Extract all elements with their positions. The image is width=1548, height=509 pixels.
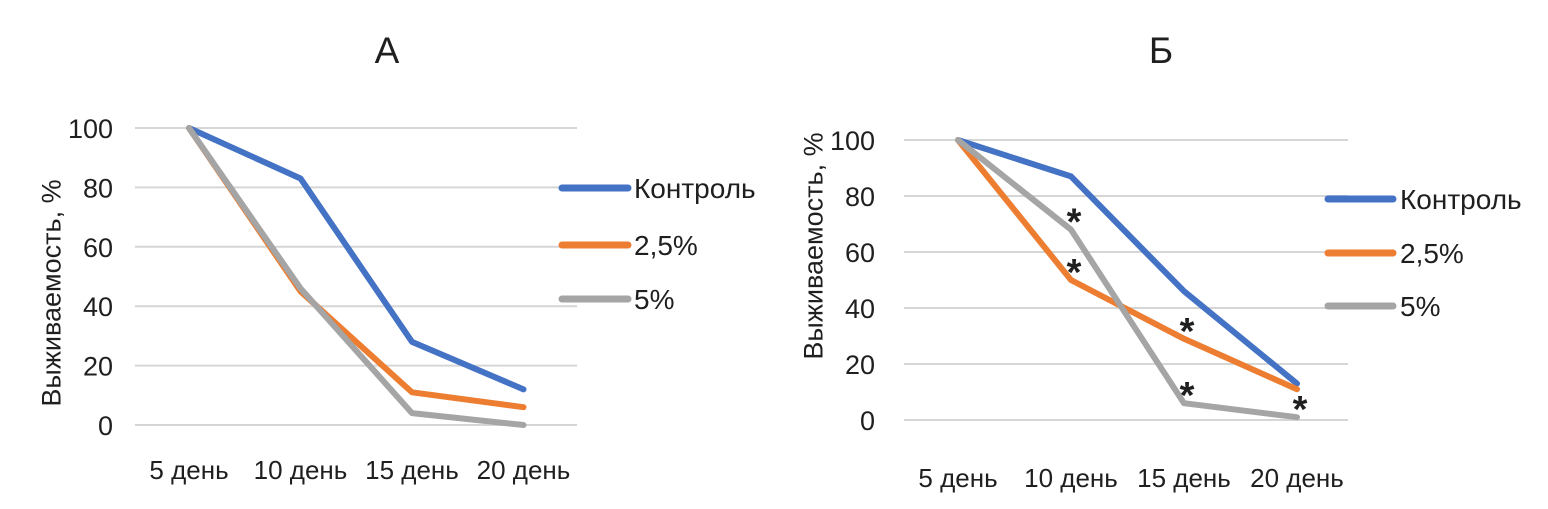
significance-asterisk: * bbox=[1067, 202, 1082, 244]
series-line-2 bbox=[186, 125, 527, 428]
legend-label-2: 5% bbox=[1400, 291, 1440, 322]
legend-label-2: 5% bbox=[634, 284, 674, 315]
y-tick-label: 60 bbox=[83, 233, 113, 263]
y-tick-label: 40 bbox=[845, 294, 875, 324]
significance-asterisk: * bbox=[1067, 252, 1082, 294]
x-category-label: 5 день bbox=[918, 463, 997, 493]
series-line-2 bbox=[955, 137, 1300, 421]
y-tick-label: 0 bbox=[860, 406, 875, 436]
y-tick-label: 20 bbox=[845, 350, 875, 380]
x-category-label: 20 день bbox=[477, 455, 571, 485]
chart-panel-a: А Выживаемость, % 0 20 40 60 80 100 5 день 10 д… bbox=[37, 30, 756, 485]
plot-area-b: 0 20 40 60 80 100 5 день 10 день 15 день 20 день *… bbox=[830, 126, 1522, 493]
y-tick-label: 100 bbox=[830, 126, 875, 156]
y-tick-label: 40 bbox=[83, 292, 113, 322]
x-category-label: 10 день bbox=[254, 455, 348, 485]
legend-label-0: Контроль bbox=[634, 173, 756, 204]
series-line-0 bbox=[955, 137, 1300, 387]
legend-label-0: Контроль bbox=[1400, 184, 1522, 215]
x-category-label: 10 день bbox=[1024, 463, 1118, 493]
y-tick-label: 60 bbox=[845, 238, 875, 268]
y-tick-label: 20 bbox=[83, 352, 113, 382]
x-category-label: 5 день bbox=[149, 455, 228, 485]
significance-asterisk: * bbox=[1180, 311, 1195, 353]
x-category-label: 20 день bbox=[1250, 463, 1344, 493]
chart-title-b: Б bbox=[1148, 30, 1174, 71]
plot-area-a: 0 20 40 60 80 100 5 день 10 день 15 день 20 день К… bbox=[68, 114, 756, 485]
x-category-label: 15 день bbox=[365, 455, 459, 485]
y-tick-label: 80 bbox=[845, 182, 875, 212]
legend-label-1: 2,5% bbox=[1400, 238, 1464, 269]
chart-title-a: А bbox=[374, 30, 400, 71]
series-line-0 bbox=[186, 125, 527, 393]
y-tick-label: 100 bbox=[68, 114, 113, 144]
legend-label-1: 2,5% bbox=[634, 230, 698, 261]
chart-panel-b: Б Выживаемость, % 0 20 40 60 80 100 5 день 10 д… bbox=[774, 0, 1548, 509]
significance-asterisk: * bbox=[1180, 375, 1195, 417]
series-line-1 bbox=[955, 137, 1300, 393]
significance-asterisk: * bbox=[1293, 389, 1308, 431]
x-category-label: 15 день bbox=[1137, 463, 1231, 493]
y-tick-label: 80 bbox=[83, 173, 113, 203]
y-tick-label: 0 bbox=[98, 411, 113, 441]
